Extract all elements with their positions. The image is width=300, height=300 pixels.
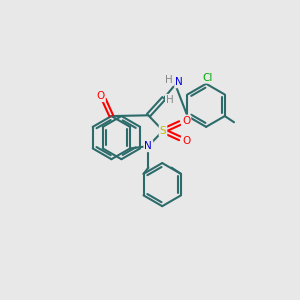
- Text: H: H: [165, 75, 173, 85]
- Text: O: O: [182, 116, 190, 126]
- Text: S: S: [160, 126, 166, 136]
- Text: H: H: [166, 95, 174, 105]
- Text: N: N: [145, 141, 152, 151]
- Text: N: N: [175, 77, 183, 87]
- Text: O: O: [182, 136, 190, 146]
- Text: Cl: Cl: [202, 73, 213, 82]
- Text: O: O: [97, 91, 105, 101]
